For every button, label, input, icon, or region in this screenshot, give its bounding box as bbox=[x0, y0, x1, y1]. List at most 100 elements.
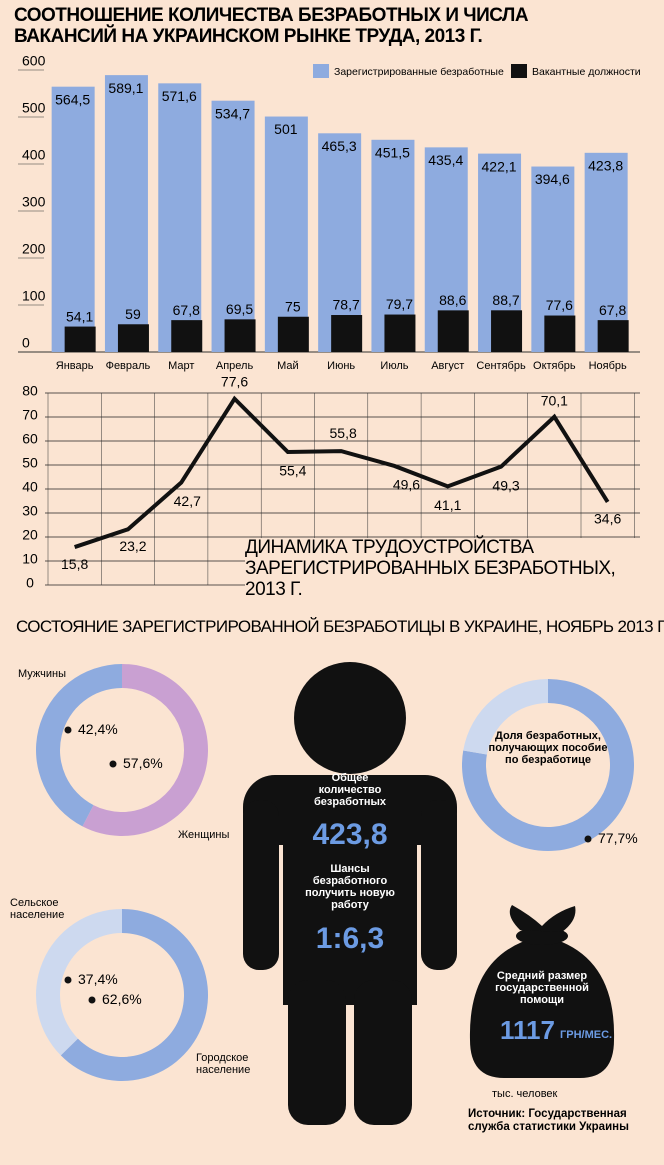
category-label: Мужчины bbox=[18, 668, 67, 680]
figure-value: 1:6,3 bbox=[315, 922, 385, 955]
value-label: 62,6% bbox=[102, 991, 142, 1007]
y-tick-label: 400 bbox=[22, 147, 46, 163]
pointer-dot bbox=[64, 726, 72, 734]
y-tick-label: 500 bbox=[22, 100, 46, 116]
bar bbox=[384, 314, 416, 352]
value-label: 55,8 bbox=[330, 425, 357, 441]
value-label: 67,8 bbox=[599, 302, 626, 318]
donut-segment bbox=[82, 664, 208, 836]
bar bbox=[158, 83, 202, 353]
value-label: 75 bbox=[285, 298, 301, 314]
legend-label: Вакантные должности bbox=[532, 66, 641, 78]
value-label: 55,4 bbox=[279, 463, 306, 479]
value-label: 88,6 bbox=[439, 292, 466, 308]
value-label: 501 bbox=[274, 121, 298, 137]
source: Источник: Государственная служба статист… bbox=[468, 1108, 629, 1133]
value-label: 54,1 bbox=[66, 308, 93, 324]
man-figure bbox=[243, 662, 457, 1125]
bar bbox=[264, 116, 308, 352]
bar bbox=[104, 75, 148, 353]
value-label: 88,7 bbox=[492, 292, 519, 308]
chart-title: ДИНАМИКА ТРУДОУСТРОЙСТВА ЗАРЕГИСТРИРОВАН… bbox=[245, 537, 645, 601]
category-label: Городское население bbox=[196, 1052, 251, 1077]
value-label: 394,6 bbox=[535, 171, 570, 187]
value-label: 589,1 bbox=[108, 80, 143, 96]
bag-unit: ГРН/МЕС. bbox=[560, 1029, 613, 1041]
legend-swatch bbox=[511, 64, 527, 78]
legend-swatch bbox=[313, 64, 329, 78]
value-label: 422,1 bbox=[482, 158, 517, 174]
x-tick-label: Июль bbox=[380, 360, 408, 372]
y-tick-label: 600 bbox=[22, 53, 46, 69]
value-label: 78,7 bbox=[333, 297, 360, 313]
x-tick-label: Февраль bbox=[106, 360, 151, 372]
donut-segment bbox=[35, 664, 122, 827]
value-label: 42,4% bbox=[78, 721, 118, 737]
x-tick-label: Октябрь bbox=[533, 360, 576, 372]
bar bbox=[597, 320, 629, 352]
y-tick-label: 300 bbox=[22, 194, 46, 210]
donut-segment bbox=[60, 909, 208, 1081]
bar bbox=[584, 152, 628, 352]
y-tick-label: 80 bbox=[22, 383, 38, 399]
value-label: 423,8 bbox=[588, 158, 623, 174]
value-label: 465,3 bbox=[322, 138, 357, 154]
bag-amount: 1117 bbox=[500, 1015, 555, 1045]
bar bbox=[64, 326, 96, 352]
bar bbox=[437, 310, 469, 352]
value-label: 49,6 bbox=[393, 477, 420, 493]
x-tick-label: Сентябрь bbox=[476, 360, 526, 372]
y-tick-label: 30 bbox=[22, 503, 38, 519]
donut-segment bbox=[35, 908, 122, 1056]
value-label: 37,4% bbox=[78, 971, 118, 987]
pointer-dot bbox=[88, 996, 96, 1004]
x-tick-label: Январь bbox=[56, 360, 94, 372]
bar bbox=[117, 324, 149, 352]
value-label: 49,3 bbox=[492, 477, 519, 493]
money-bag bbox=[469, 905, 615, 1078]
pointer-dot bbox=[584, 835, 592, 843]
value-label: 15,8 bbox=[61, 556, 88, 572]
value-label: 79,7 bbox=[386, 296, 413, 312]
value-label: 67,8 bbox=[173, 302, 200, 318]
y-tick-label: 0 bbox=[26, 575, 34, 591]
bar bbox=[51, 86, 95, 352]
y-tick-label: 10 bbox=[22, 551, 38, 567]
value-label: 34,6 bbox=[594, 511, 621, 527]
x-tick-label: Апрель bbox=[216, 360, 254, 372]
pointer-dot bbox=[64, 976, 72, 984]
value-label: 451,5 bbox=[375, 144, 410, 160]
units-note: тыс. человек bbox=[492, 1088, 558, 1100]
y-tick-label: 0 bbox=[22, 335, 30, 351]
figure-label: Шансы безработного получить новую работу bbox=[305, 863, 395, 912]
y-tick-label: 40 bbox=[22, 479, 38, 495]
donut-title: Доля безработных, получающих пособие по … bbox=[488, 730, 608, 767]
value-label: 77,6 bbox=[221, 373, 248, 389]
x-tick-label: Июнь bbox=[327, 360, 355, 372]
y-tick-label: 50 bbox=[22, 455, 38, 471]
y-tick-label: 200 bbox=[22, 241, 46, 257]
donut-segment bbox=[463, 679, 548, 755]
pointer-dot bbox=[109, 760, 117, 768]
value-label: 564,5 bbox=[55, 91, 90, 107]
y-tick-label: 20 bbox=[22, 527, 38, 543]
value-label: 57,6% bbox=[123, 755, 163, 771]
y-tick-label: 70 bbox=[22, 407, 38, 423]
x-tick-label: Март bbox=[168, 360, 194, 372]
chart-title: СООТНОШЕНИЕ КОЛИЧЕСТВА БЕЗРАБОТНЫХ И ЧИС… bbox=[14, 5, 529, 47]
value-label: 70,1 bbox=[541, 392, 568, 408]
x-tick-label: Август bbox=[431, 360, 464, 372]
value-label: 77,7% bbox=[598, 830, 638, 846]
value-label: 42,7 bbox=[174, 493, 201, 509]
y-tick-label: 100 bbox=[22, 288, 46, 304]
bag-label: Средний размер государственной помощи bbox=[495, 970, 589, 1007]
figure-label: Общее количество безработных bbox=[314, 772, 386, 809]
value-label: 23,2 bbox=[119, 538, 146, 554]
value-label: 534,7 bbox=[215, 105, 250, 121]
bar bbox=[544, 315, 576, 352]
bar bbox=[171, 320, 203, 352]
category-label: Сельское население bbox=[10, 897, 65, 922]
x-tick-label: Май bbox=[277, 360, 299, 372]
